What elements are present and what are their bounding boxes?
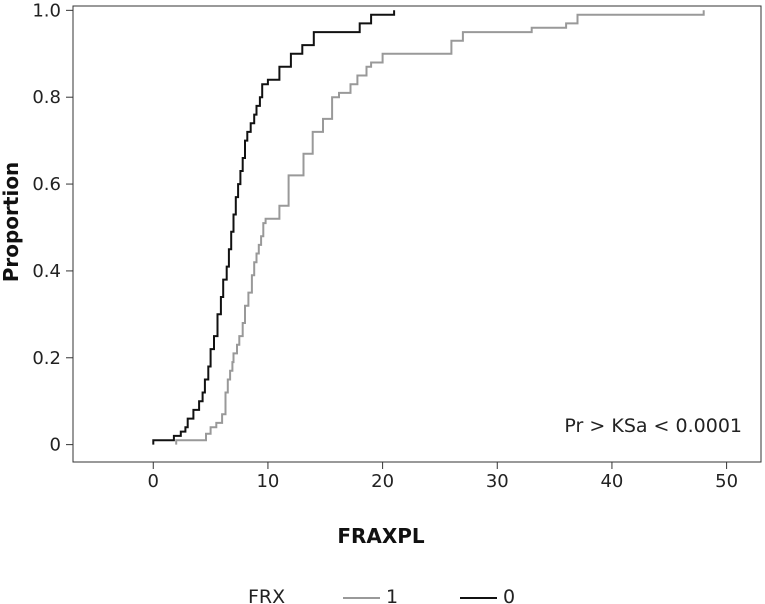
x-tick-label: 0 — [148, 471, 159, 492]
y-tick-label: 0.6 — [32, 174, 61, 195]
ks-annotation: Pr > KSa < 0.0001 — [564, 415, 742, 437]
legend: FRX 1 0 — [248, 586, 515, 604]
x-tick-label: 20 — [371, 471, 394, 492]
x-tick-label: 30 — [486, 471, 509, 492]
y-axis: 0 0.2 0.4 0.6 0.8 1.0 — [32, 0, 73, 456]
y-tick-label: 0.8 — [32, 87, 61, 108]
series-layer — [152, 10, 705, 445]
plot-area — [72, 5, 762, 463]
x-tick-label: 50 — [715, 471, 738, 492]
y-tick-label: 0 — [50, 435, 61, 456]
series-line-1 — [175, 10, 705, 445]
legend-label-series-0: 0 — [503, 586, 515, 604]
x-axis-label: FRAXPL — [337, 524, 425, 548]
y-tick-label: 0.4 — [32, 261, 61, 282]
legend-title: FRX — [248, 586, 285, 604]
legend-label-series-1: 1 — [386, 586, 398, 604]
x-tick-label: 40 — [600, 471, 623, 492]
series-line-0 — [152, 10, 396, 445]
y-axis-label: Proportion — [0, 162, 23, 283]
y-tick-label: 1.0 — [32, 0, 61, 21]
y-tick-label: 0.2 — [32, 348, 61, 369]
x-tick-label: 10 — [256, 471, 279, 492]
x-axis: 0 10 20 30 40 50 — [148, 462, 738, 492]
